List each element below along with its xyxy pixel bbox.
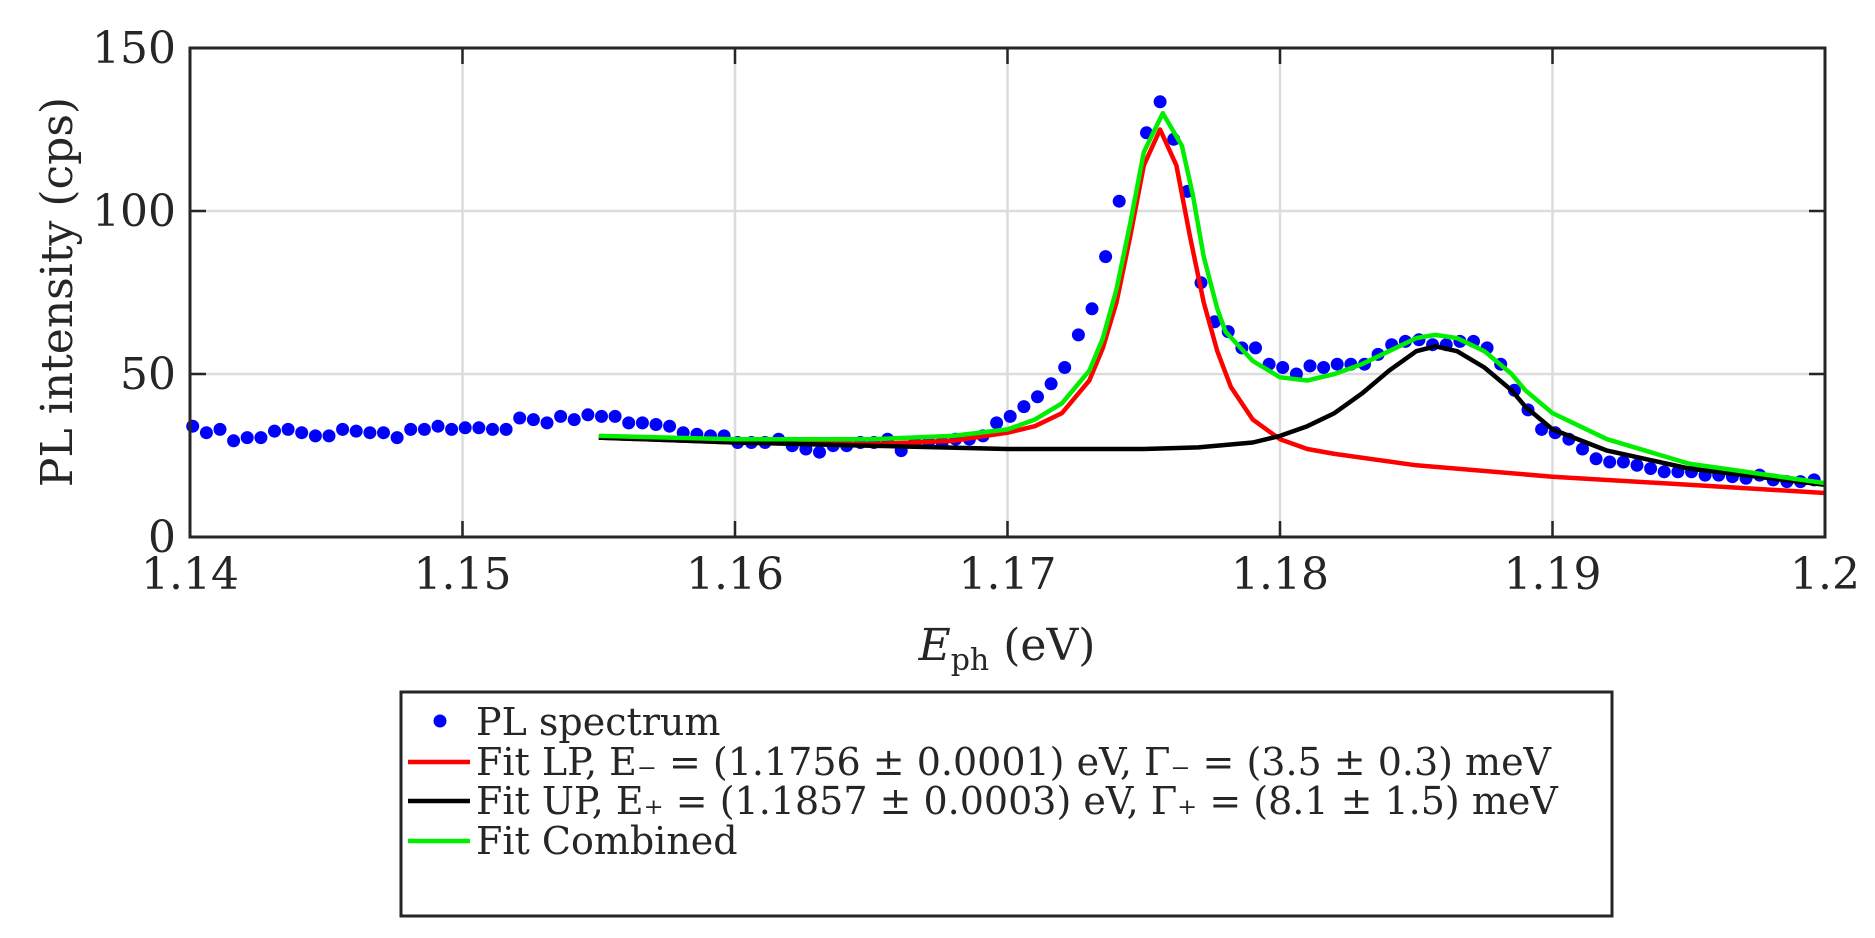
legend-entry-label: Fit Combined — [476, 819, 738, 863]
pl-spectrum-point — [458, 421, 472, 435]
pl-spectrum-point — [281, 422, 295, 436]
pl-spectrum-point — [1249, 341, 1262, 355]
pl-spectrum-point — [363, 426, 377, 440]
pl-spectrum-point — [499, 422, 513, 436]
pl-spectrum-point — [308, 429, 322, 443]
pl-spectrum-point — [1630, 458, 1644, 472]
pl-spectrum-point — [1003, 409, 1017, 423]
pl-spectrum-point — [417, 422, 431, 436]
legend-box — [399, 690, 1614, 918]
fit-lp-line — [598, 127, 1825, 496]
pl-spectrum-point — [513, 411, 527, 425]
fit-up-line — [598, 344, 1825, 488]
pl-spectrum-point — [1616, 455, 1630, 469]
fit-combined-line — [598, 110, 1825, 486]
x-tick-labels: 1.14 1.15 1.16 1.17 1.18 1.19 1.2 — [141, 549, 1860, 600]
pl-spectrum-point — [1535, 422, 1549, 436]
pl-spectrum-point — [1044, 377, 1058, 391]
x-tick-label: 1.2 — [1790, 549, 1860, 600]
x-tick-label: 1.16 — [686, 549, 784, 600]
pl-spectrum-point — [1330, 357, 1344, 371]
pl-spectrum-point — [1644, 462, 1658, 475]
pl-spectrum-point — [1589, 452, 1603, 466]
pl-spectrum-point — [472, 421, 486, 435]
x-tick-label: 1.19 — [1504, 549, 1602, 600]
x-tick-label: 1.15 — [414, 549, 512, 600]
pl-spectrum-point — [1017, 400, 1031, 414]
pl-spectrum-point — [1303, 359, 1317, 373]
pl-spectrum-point — [254, 431, 268, 445]
pl-spectrum-point — [336, 422, 350, 436]
pl-spectrum-point — [567, 413, 581, 427]
pl-spectrum-point — [322, 429, 336, 443]
pl-spectrum-point — [268, 424, 281, 438]
pl-spectrum-point — [431, 419, 445, 433]
pl-spectrum-point — [240, 431, 254, 445]
y-tick-label: 100 — [92, 186, 176, 237]
pl-spectrum-point — [990, 416, 1004, 430]
axis-ticks — [188, 46, 1827, 539]
y-axis-label: PL intensity (cps) — [32, 97, 83, 487]
pl-spectrum-point — [1099, 250, 1113, 264]
pl-spectrum-point — [404, 422, 418, 436]
legend-marker — [433, 714, 447, 728]
pl-spectrum-point — [1317, 361, 1331, 374]
pl-spectrum-point — [1071, 328, 1085, 342]
legend-entry-label: PL spectrum — [476, 700, 720, 744]
pl-spectrum-point — [1276, 361, 1290, 374]
pl-spectrum-point — [199, 426, 213, 440]
pl-spectrum-point — [622, 416, 636, 430]
pl-spectrum-point — [581, 408, 595, 422]
pl-spectrum-point — [227, 434, 241, 448]
x-tick-label: 1.14 — [141, 549, 239, 600]
plot-area — [186, 95, 1825, 496]
y-tick-labels: 0 50 100 150 — [92, 23, 176, 563]
x-axis-label: Eph (eV) — [918, 620, 1096, 678]
pl-spectrum-point — [186, 419, 200, 433]
pl-spectrum-point — [377, 426, 390, 440]
legend-entry-label: Fit UP, E₊ = (1.1857 ± 0.0003) eV, Γ₊ = … — [476, 779, 1558, 823]
pl-spectrum-point — [608, 409, 622, 423]
pl-spectrum-point — [540, 416, 554, 430]
pl-spectrum-point — [1153, 95, 1167, 109]
y-tick-label: 150 — [92, 23, 176, 74]
pl-spectrum-point — [1085, 302, 1099, 316]
pl-spectrum-point — [1603, 455, 1617, 469]
fit-lines — [598, 110, 1825, 496]
pl-spectrum-point — [663, 419, 677, 433]
pl-spectrum-point — [1058, 361, 1072, 374]
pl-spectrum-point — [213, 422, 227, 436]
y-tick-label: 50 — [120, 349, 176, 400]
pl-spectrum-point — [1031, 390, 1044, 404]
pl-spectrum-point — [486, 422, 499, 436]
pl-spectrum-point — [595, 409, 608, 423]
pl-spectrum-point — [1112, 194, 1126, 208]
x-tick-label: 1.17 — [959, 549, 1057, 600]
pl-spectrum-point — [445, 422, 459, 436]
pl-spectrum-point — [813, 445, 826, 459]
pl-spectrum-point — [554, 409, 568, 423]
pl-spectrum-point — [649, 418, 663, 431]
pl-spectrum-point — [1657, 465, 1671, 479]
pl-spectrum-point — [349, 424, 363, 438]
pl-spectrum-point — [295, 426, 309, 440]
y-tick-label: 0 — [148, 512, 176, 563]
pl-spectrum-point — [635, 416, 649, 430]
pl-spectrum-point — [390, 431, 404, 445]
grid-lines — [190, 48, 1825, 537]
pl-spectrum-point — [526, 413, 540, 427]
pl-spectrum-point — [1576, 442, 1589, 456]
legend-entry-label: Fit LP, E₋ = (1.1756 ± 0.0001) eV, Γ₋ = … — [476, 740, 1552, 784]
x-tick-label: 1.18 — [1231, 549, 1329, 600]
